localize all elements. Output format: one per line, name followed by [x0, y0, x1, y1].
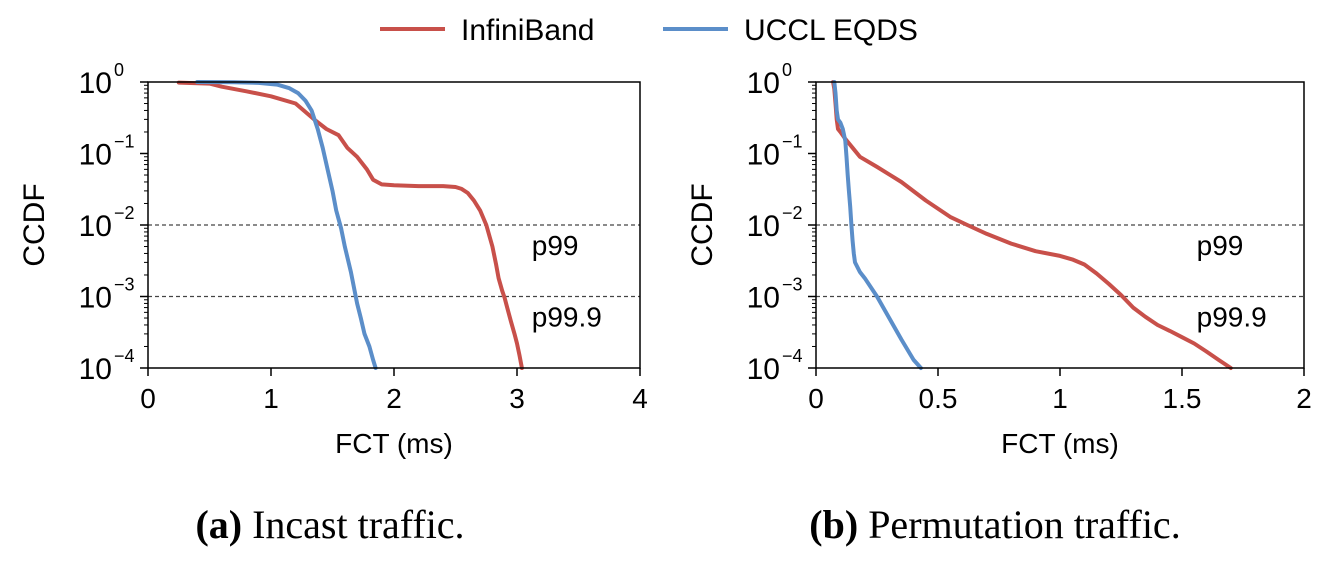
- y-tick-label-exponent: 0: [782, 60, 792, 80]
- x-tick-label: 4: [632, 383, 648, 414]
- annotation-p99: p99: [1197, 230, 1244, 261]
- caption-label: (a): [195, 502, 242, 547]
- x-axis-label: FCT (ms): [335, 428, 453, 459]
- y-tick-label-exponent: −1: [114, 132, 135, 152]
- y-tick-label-exponent: −3: [782, 275, 803, 295]
- y-tick-label: 10: [79, 139, 112, 172]
- legend-label-infiniband: InfiniBand: [461, 14, 594, 47]
- y-tick-label: 10: [747, 282, 780, 315]
- caption-incast: (a) Incast traffic.: [195, 502, 464, 547]
- legend-entry-uccl-eqds: UCCL EQDS: [663, 14, 918, 47]
- y-tick-label-exponent: 0: [114, 60, 124, 80]
- y-tick-label-exponent: −2: [782, 203, 803, 223]
- annotation-p99-9: p99.9: [532, 302, 602, 333]
- x-tick-label: 0: [140, 383, 156, 414]
- caption-permutation: (b) Permutation traffic.: [809, 502, 1180, 547]
- y-tick-label: 10: [747, 67, 780, 100]
- y-tick-label: 10: [747, 210, 780, 243]
- y-tick-label: 10: [79, 282, 112, 315]
- x-axis-label: FCT (ms): [1001, 428, 1119, 459]
- y-tick-label: 10: [79, 67, 112, 100]
- y-tick-label-exponent: −4: [782, 346, 803, 366]
- annotation-p99-9: p99.9: [1197, 302, 1267, 333]
- series-line-uccl-eqds: [832, 80, 923, 370]
- series-line-infiniband: [176, 80, 524, 370]
- legend-label-uccl-eqds: UCCL EQDS: [744, 14, 918, 47]
- y-tick-label: 10: [79, 353, 112, 386]
- y-tick-label: 10: [747, 353, 780, 386]
- legend-entry-infiniband: InfiniBand: [380, 14, 594, 47]
- y-tick-label: 10: [79, 210, 112, 243]
- y-tick-label-exponent: −1: [782, 132, 803, 152]
- series-line-uccl-eqds: [195, 80, 378, 370]
- y-tick-label-exponent: −4: [114, 346, 135, 366]
- annotation-p99: p99: [532, 230, 579, 261]
- series-line-infiniband: [831, 80, 1233, 370]
- y-axis-label: CCDF: [686, 183, 719, 266]
- x-tick-label: 2: [386, 383, 402, 414]
- caption-label: (b): [809, 502, 858, 547]
- x-tick-label: 2: [1296, 383, 1312, 414]
- legend: InfiniBand UCCL EQDS: [380, 14, 918, 47]
- y-axis-label: CCDF: [18, 183, 51, 266]
- caption-text: Incast traffic.: [242, 502, 464, 547]
- x-tick-label: 1: [263, 383, 279, 414]
- x-tick-label: 1: [1052, 383, 1068, 414]
- x-tick-label: 0.5: [919, 383, 958, 414]
- x-tick-label: 3: [509, 383, 525, 414]
- caption-text: Permutation traffic.: [858, 502, 1181, 547]
- x-tick-label: 1.5: [1163, 383, 1202, 414]
- y-tick-label: 10: [747, 139, 780, 172]
- y-tick-label-exponent: −2: [114, 203, 135, 223]
- x-tick-label: 0: [808, 383, 824, 414]
- y-tick-label-exponent: −3: [114, 275, 135, 295]
